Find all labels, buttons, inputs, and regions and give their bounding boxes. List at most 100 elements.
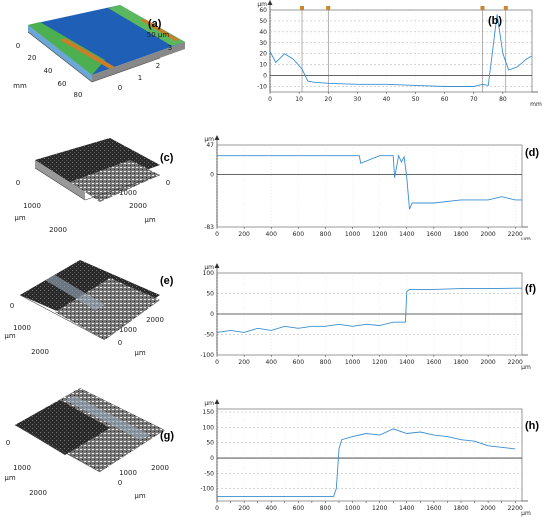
x-tick-label: 400	[265, 231, 277, 238]
surface-axis-label: 2000	[151, 464, 169, 472]
y-tick-label: 150	[203, 409, 215, 416]
y-tick-label: 0	[263, 73, 267, 80]
surface-axis-label: 20	[28, 54, 37, 62]
panel-f-label: (f)	[525, 283, 536, 295]
x-axis-unit: µm	[521, 236, 531, 240]
profile-marker	[480, 6, 485, 10]
x-tick-label: 1000	[345, 231, 360, 238]
surface-a-stripe	[140, 19, 180, 41]
x-tick-label: 70	[470, 96, 478, 103]
y-tick-label: 100	[203, 270, 215, 277]
x-tick-label: 1800	[453, 359, 468, 366]
panel-d-label: (d)	[525, 147, 540, 159]
y-tick-label: -100	[200, 352, 214, 359]
surface-axis-label: 1000	[119, 469, 137, 477]
y-tick-label: -10	[257, 84, 267, 91]
x-tick-label: 1000	[345, 359, 360, 366]
x-tick-label: 1000	[345, 505, 360, 512]
x-tick-label: 0	[268, 96, 272, 103]
panel-a-label: (a)	[148, 18, 162, 30]
y-axis-unit: µm	[257, 1, 267, 8]
y-tick-label: 50	[259, 18, 267, 25]
surface-g-bar	[65, 396, 150, 440]
surface-a-side-right	[92, 42, 185, 82]
surface-axis-label: 1000	[13, 324, 31, 332]
surface-axis-label: 0	[118, 84, 122, 92]
surface-axis-label: 1000	[13, 464, 31, 472]
y-tick-label: -100	[200, 486, 214, 493]
x-tick-label: 1400	[399, 359, 414, 366]
y-tick-label: 0	[210, 455, 214, 462]
y-axis-unit: µm	[204, 136, 214, 143]
x-tick-label: 1600	[426, 505, 441, 512]
surface-a-side-front	[28, 25, 92, 82]
surface-axis-label: 2	[156, 62, 160, 70]
surface-axis-label: 1000	[119, 189, 137, 197]
panel-g: 0 1000 µm 2000 0 1000 2000 µm (g)	[0, 380, 200, 515]
profile-marker	[300, 6, 305, 10]
y-tick-label: 30	[259, 40, 267, 47]
x-tick-label: 800	[320, 231, 332, 238]
surface-axis-label: 2000	[129, 202, 147, 210]
surface-c-lower	[70, 160, 160, 202]
x-tick-label: 2200	[508, 359, 523, 366]
y-axis-arrow	[267, 0, 273, 5]
profile-series-line	[216, 287, 522, 333]
surface-axis-label: 40	[44, 67, 53, 75]
x-tick-label: 60	[441, 96, 449, 103]
x-tick-label: 1600	[426, 359, 441, 366]
surface-axis-label: 3	[168, 44, 172, 52]
x-tick-label: 600	[293, 505, 305, 512]
profile-chart-h: µm 150 100 50 0 -50 -100 0 200 400 600 800 1000 1200 1…	[200, 399, 531, 517]
x-axis-unit: µm	[521, 364, 531, 370]
surface-axis-label: 2000	[29, 489, 47, 497]
panel-h-label: (h)	[525, 420, 540, 432]
surface-axis-label: 0	[166, 179, 170, 187]
surface-c-top	[35, 138, 160, 192]
surface-axis-label: 50 µm	[147, 31, 170, 39]
y-tick-label: 40	[259, 29, 267, 36]
panel-a: 0 20 40 60 80 mm 50 µm 3 2 1 0 (a)	[0, 0, 200, 120]
plot-frame	[216, 408, 523, 502]
surface-a-band-right	[108, 5, 185, 46]
x-tick-label: 200	[238, 359, 250, 366]
surface-e-bar	[45, 275, 105, 310]
x-tick-label: 0	[215, 505, 219, 512]
surface-axis-label: 0	[16, 42, 20, 50]
x-tick-label: 800	[320, 505, 332, 512]
x-tick-label: 50	[412, 96, 420, 103]
x-tick-label: 0	[215, 231, 219, 238]
x-tick-label: 1600	[426, 231, 441, 238]
x-tick-label: 2000	[480, 231, 495, 238]
profile-series-line	[269, 14, 533, 87]
x-tick-label: 30	[354, 96, 362, 103]
panel-f: µm 100 50 0 -50 -100 0 200 400 600 800 1000 1200 1400…	[195, 255, 550, 371]
x-tick-label: 1400	[399, 231, 414, 238]
y-tick-label: 60	[259, 7, 267, 14]
x-tick-label: 2200	[508, 231, 523, 238]
surface-axis-label: 1000	[23, 202, 41, 210]
surface-a-svg: 0 20 40 60 80 mm 50 µm 3 2 1 0	[13, 5, 185, 99]
surface-a-band-left	[28, 22, 105, 75]
surface-c-svg: 0 1000 µm 2000 1000 0 2000 µm	[14, 138, 170, 234]
surface-axis-label: 0	[6, 439, 10, 447]
surface-g-svg: 0 1000 µm 2000 0 1000 2000 µm	[4, 388, 169, 500]
y-axis-unit: µm	[204, 264, 214, 271]
surface-axis-label: 0	[118, 479, 122, 487]
x-axis-unit: mm	[530, 101, 542, 108]
y-tick-label: 0	[210, 311, 214, 318]
surface-axis-label: mm	[13, 82, 27, 90]
profile-series-line	[217, 154, 522, 210]
surface-axis-label: 0	[118, 339, 122, 347]
y-tick-label: 0	[210, 172, 214, 179]
surface-axis-label: µm	[144, 216, 155, 224]
surface-axis-label: 2000	[146, 316, 164, 324]
panel-c-label: (c)	[160, 152, 174, 164]
x-tick-label: 0	[215, 359, 219, 366]
surface-axis-label: µm	[4, 474, 15, 482]
y-tick-label: -50	[204, 332, 214, 339]
y-tick-label: 50	[206, 291, 214, 298]
x-tick-label: 1400	[399, 505, 414, 512]
